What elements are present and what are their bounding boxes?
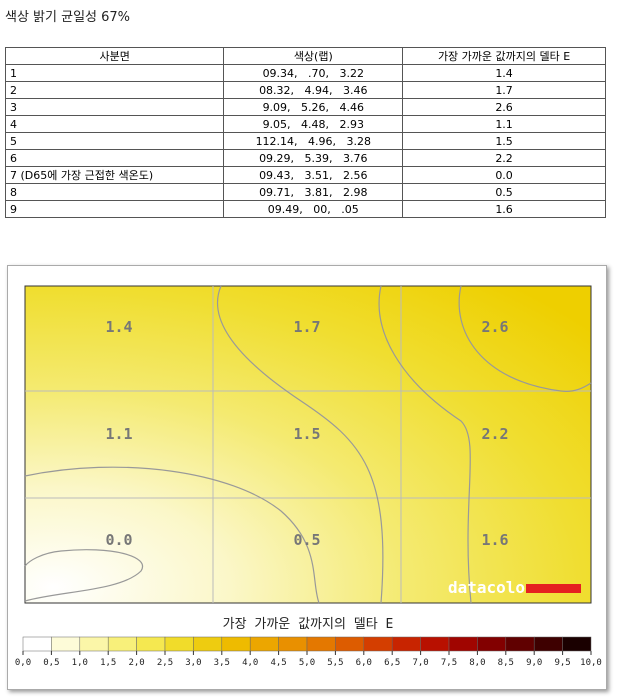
scale-label: 9,5 — [554, 658, 570, 668]
scale-label: 6,5 — [384, 658, 400, 668]
scale-label: 1,0 — [72, 658, 88, 668]
scale-label: 3,5 — [214, 658, 230, 668]
table-cell: 0.5 — [402, 183, 606, 201]
table-cell: 8 — [4, 183, 225, 201]
table-row: 7 (D65에 가장 근접한 색온도) 09.43, 3.51, 2.56 0.0 — [4, 166, 606, 184]
scale-swatch — [278, 636, 308, 652]
scale-swatch — [136, 636, 166, 652]
table-cell: 4 — [4, 115, 225, 133]
table-cell: 2.2 — [402, 149, 606, 167]
scale-swatch — [221, 636, 251, 652]
scale-swatch — [533, 636, 563, 652]
scale-label: 4,0 — [242, 658, 258, 668]
table-body: 1 09.34, .70, 3.22 1.4 2 08.32, 4.94, 3.46 1.… — [4, 64, 606, 218]
table-cell: 09.49, 00, .05 — [223, 200, 404, 218]
table-cell: 112.14, 4.96, 3.28 — [223, 132, 404, 150]
table-row: 9 09.49, 00, .05 1.6 — [4, 200, 606, 218]
scale-label: 5,0 — [299, 658, 315, 668]
scale-swatch — [363, 636, 393, 652]
table-cell: 7 (D65에 가장 근접한 색온도) — [4, 166, 225, 184]
scale-swatch — [420, 636, 450, 652]
scale-swatch — [562, 636, 592, 652]
table-cell: 1.6 — [402, 200, 606, 218]
uniformity-map: 1.4 1.7 2.6 1.1 1.5 2.2 0.0 0.5 1.6 datacolor 가장… — [7, 265, 607, 690]
table-row: 6 09.29, 5.39, 3.76 2.2 — [4, 149, 606, 167]
scale-label: 4,5 — [270, 658, 286, 668]
table-row: 2 08.32, 4.94, 3.46 1.7 — [4, 81, 606, 99]
scale-label: 8,5 — [498, 658, 514, 668]
scale-label: 2,0 — [128, 658, 144, 668]
column-header: 가장 가까운 값까지의 델타 E — [402, 47, 606, 65]
scale-swatch — [249, 636, 279, 652]
table-cell: 09.43, 3.51, 2.56 — [223, 166, 404, 184]
scale-swatch — [164, 636, 194, 652]
table-cell: 09.29, 5.39, 3.76 — [223, 149, 404, 167]
table-cell: 9.05, 4.48, 2.93 — [223, 115, 404, 133]
table-cell: 2.6 — [402, 98, 606, 116]
scale-label: 5,5 — [327, 658, 343, 668]
table-cell: 3 — [4, 98, 225, 116]
table-cell: 9 — [4, 200, 225, 218]
cell-value: 1.7 — [293, 318, 320, 336]
cell-value: 0.0 — [105, 531, 132, 549]
cell-value: 1.6 — [481, 531, 508, 549]
cell-value: 2.6 — [481, 318, 508, 336]
scale-swatch — [51, 636, 81, 652]
header-row: 사분면 색상(랩) 가장 가까운 값까지의 델타 E — [4, 47, 606, 65]
scale-label: 7,5 — [441, 658, 457, 668]
scale-swatch — [477, 636, 507, 652]
table-cell: 09.71, 3.81, 2.98 — [223, 183, 404, 201]
table-cell: 5 — [4, 132, 225, 150]
cell-value: 2.2 — [481, 425, 508, 443]
scale-caption: 가장 가까운 값까지의 델타 E — [223, 617, 394, 632]
scale-label: 0,5 — [43, 658, 59, 668]
column-header: 사분면 — [4, 47, 225, 65]
cell-value: 1.5 — [293, 425, 320, 443]
table-cell: 2 — [4, 81, 225, 99]
brand-logo: datacolor — [448, 578, 535, 597]
table-cell: 1 — [4, 64, 225, 82]
table-row: 4 9.05, 4.48, 2.93 1.1 — [4, 115, 606, 133]
table-cell: 0.0 — [402, 166, 606, 184]
column-header: 색상(랩) — [223, 47, 404, 65]
table-cell: 9.09, 5.26, 4.46 — [223, 98, 404, 116]
page-title: 색상 밝기 균일성 67% — [5, 10, 131, 25]
table-cell: 6 — [4, 149, 225, 167]
scale-swatch — [22, 636, 52, 652]
scale-label: 8,0 — [469, 658, 485, 668]
scale-label: 3,0 — [185, 658, 201, 668]
table-cell: 1.5 — [402, 132, 606, 150]
scale-label: 1,5 — [100, 658, 116, 668]
scale-label: 6,0 — [356, 658, 372, 668]
scale-swatch — [107, 636, 137, 652]
table-row: 8 09.71, 3.81, 2.98 0.5 — [4, 183, 606, 201]
scale-swatch — [193, 636, 223, 652]
table-cell: 1.7 — [402, 81, 606, 99]
scale-label: 2,5 — [157, 658, 173, 668]
scale-label: 0,0 — [15, 658, 31, 668]
scale-swatch — [448, 636, 478, 652]
table-row: 1 09.34, .70, 3.22 1.4 — [4, 64, 606, 82]
cell-value: 1.1 — [105, 425, 132, 443]
scale-swatch — [79, 636, 109, 652]
table-cell: 09.34, .70, 3.22 — [223, 64, 404, 82]
scale-label: 7,0 — [412, 658, 428, 668]
table-row: 3 9.09, 5.26, 4.46 2.6 — [4, 98, 606, 116]
cell-value: 0.5 — [293, 531, 320, 549]
scale-swatch — [505, 636, 535, 652]
scale-swatch — [335, 636, 365, 652]
scale-label: 9,0 — [526, 658, 542, 668]
cell-value: 1.4 — [105, 318, 132, 336]
scale-swatch — [306, 636, 336, 652]
table-cell: 1.4 — [402, 64, 606, 82]
table-row: 5 112.14, 4.96, 3.28 1.5 — [4, 132, 606, 150]
scale-label: 10,0 — [580, 658, 602, 668]
scale-swatch — [391, 636, 421, 652]
lab-table: 사분면 색상(랩) 가장 가까운 값까지의 델타 E 1 09.34, .70, 3.… — [4, 47, 606, 218]
table-cell: 1.1 — [402, 115, 606, 133]
table-cell: 08.32, 4.94, 3.46 — [223, 81, 404, 99]
